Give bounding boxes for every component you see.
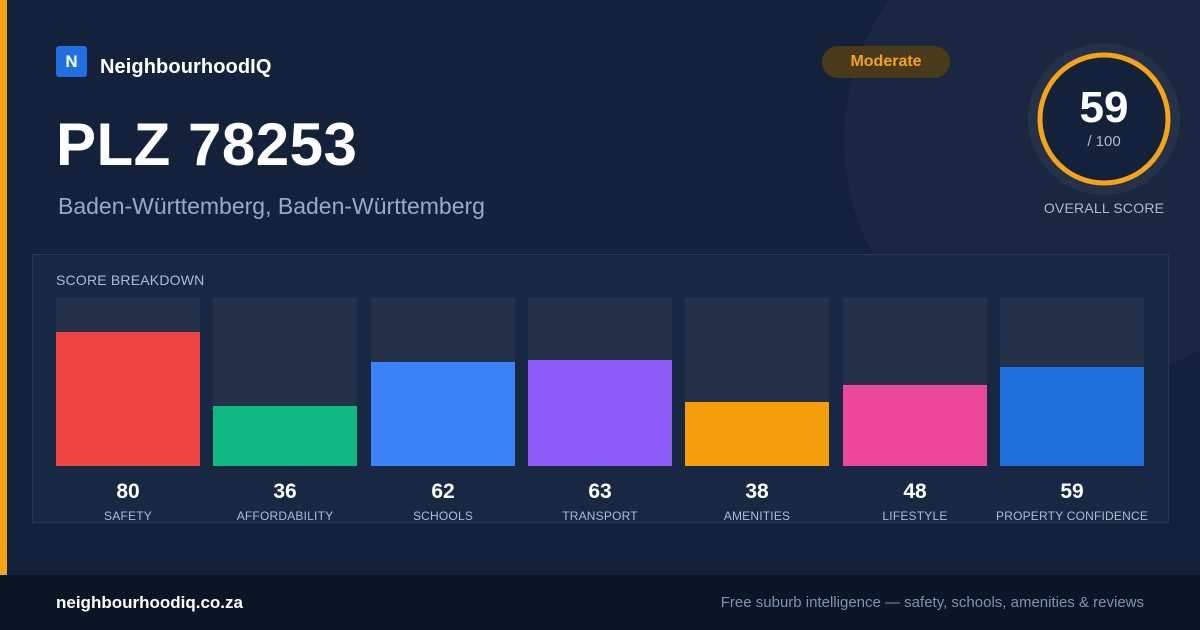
score-ring-graphic	[1028, 43, 1180, 195]
overall-score-caption: OVERALL SCORE	[1043, 200, 1165, 216]
score-bar-lifestyle: 48 LIFESTYLE	[843, 298, 987, 523]
bar-value: 38	[745, 480, 769, 503]
rating-badge: Moderate	[822, 46, 950, 78]
bar-fill	[1000, 367, 1144, 466]
bar-value: 63	[588, 480, 612, 503]
bar-track	[843, 298, 987, 466]
share-card: N NeighbourhoodIQ Moderate PLZ 78253 Bad…	[0, 0, 1180, 575]
bar-track	[371, 298, 515, 466]
score-bar-schools: 62 SCHOOLS	[371, 298, 515, 523]
score-bar-affordability: 36 AFFORDABILITY	[213, 298, 357, 523]
bar-fill	[843, 385, 987, 466]
footer: neighbourhoodiq.co.za Free suburb intell…	[0, 575, 1200, 630]
score-bar-amenities: 38 AMENITIES	[685, 298, 829, 523]
bar-value: 48	[903, 480, 927, 503]
bar-fill	[528, 360, 672, 466]
footer-tagline: Free suburb intelligence — safety, schoo…	[720, 594, 1144, 611]
bar-track	[213, 298, 357, 466]
score-breakdown-heading: SCORE BREAKDOWN	[56, 272, 205, 288]
location-subtitle: Baden-Württemberg, Baden-Württemberg	[58, 193, 485, 219]
bar-track	[528, 298, 672, 466]
footer-domain: neighbourhoodiq.co.za	[56, 593, 243, 612]
brand-name: NeighbourhoodIQ	[100, 56, 272, 78]
bar-fill	[685, 402, 829, 466]
overall-score-value: 59	[1079, 83, 1129, 132]
bar-value: 36	[273, 480, 297, 503]
overall-score-ring: 59 / 100	[1028, 43, 1180, 195]
overall-score-max: / 100	[1087, 133, 1121, 150]
bar-value: 62	[431, 480, 455, 503]
bar-label: AFFORDABILITY	[236, 509, 334, 523]
score-bar-safety: 80 SAFETY	[56, 298, 200, 523]
bar-track	[1000, 298, 1144, 466]
brand-logo: N	[56, 46, 87, 77]
bar-label: SCHOOLS	[412, 509, 474, 523]
bar-value: 80	[116, 480, 140, 503]
accent-bar	[0, 0, 7, 575]
score-bar-property-confidence: 59 PROPERTY CONFIDENCE	[996, 298, 1148, 523]
bar-label: PROPERTY CONFIDENCE	[996, 509, 1149, 523]
bar-fill	[56, 332, 200, 466]
bar-fill	[371, 362, 515, 466]
bar-label: AMENITIES	[723, 509, 791, 523]
bar-track	[685, 298, 829, 466]
bar-label: LIFESTYLE	[882, 509, 948, 523]
bar-label: SAFETY	[104, 509, 152, 523]
bar-fill	[213, 406, 357, 466]
bar-track	[56, 298, 200, 466]
bar-value: 59	[1060, 480, 1084, 503]
page-title: PLZ 78253	[56, 111, 358, 178]
score-bar-transport: 63 TRANSPORT	[528, 298, 672, 523]
bar-label: TRANSPORT	[562, 509, 638, 523]
